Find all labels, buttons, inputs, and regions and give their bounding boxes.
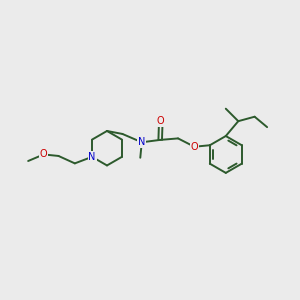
Text: O: O [190, 142, 198, 152]
Text: N: N [138, 137, 146, 147]
Text: O: O [157, 116, 165, 127]
Text: N: N [88, 152, 96, 162]
Text: O: O [40, 149, 47, 160]
